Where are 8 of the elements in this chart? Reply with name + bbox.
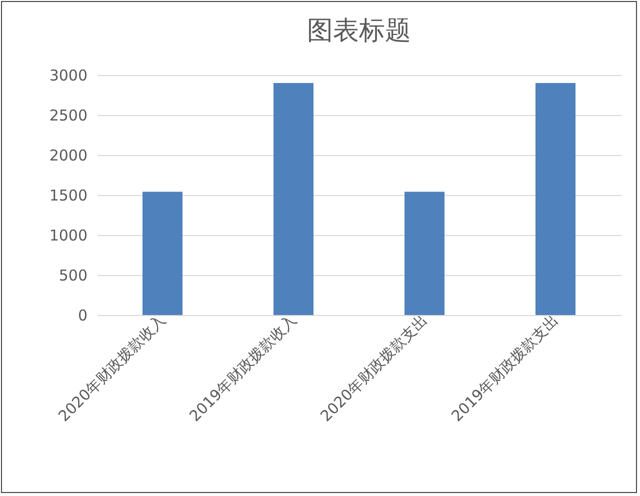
y-tick-label: 2500 — [49, 106, 88, 124]
y-tick-label: 1500 — [49, 186, 88, 204]
y-tick-label: 1000 — [49, 226, 88, 244]
y-tick-label: 500 — [58, 266, 88, 284]
chart-title: 图表标题 — [307, 16, 411, 46]
y-tick-label: 3000 — [49, 66, 88, 84]
y-tick-label: 2000 — [49, 146, 88, 164]
y-tick-label: 0 — [78, 306, 88, 324]
